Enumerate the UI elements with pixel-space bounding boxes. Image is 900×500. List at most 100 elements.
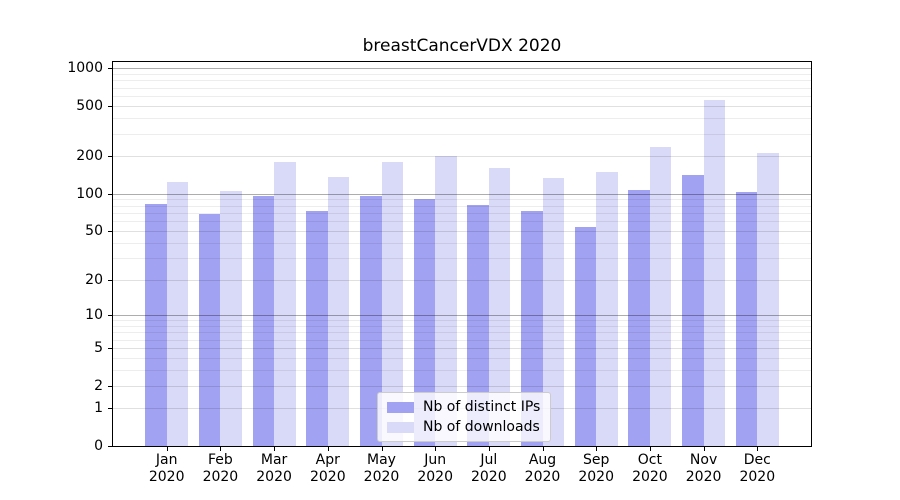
x-tick-mark [166,447,168,451]
gridline-y-800 [113,80,811,82]
legend-label-downloads: Nb of downloads [423,419,540,435]
y-tick-label: 20 [85,271,103,288]
x-tick-label-feb: Feb 2020 [202,452,239,485]
gridline-y-50 [113,231,811,232]
y-tick-mark [108,279,112,281]
y-tick-label: 5 [94,340,103,356]
x-tick-label-jan: Jan 2020 [148,452,185,485]
x-tick-label-jun: Jun 2020 [417,452,453,485]
bar-downloads-jul [488,168,511,446]
plot-area [113,62,811,446]
bar-distinct-ips-aug [521,210,543,446]
x-tick-mark [220,447,222,451]
bar-downloads-oct [649,147,672,446]
x-tick-label-jul: Jul 2020 [470,452,507,485]
gridline-y-70 [113,212,811,214]
chart-title: breastCancerVDX 2020 [362,36,562,56]
bar-distinct-ips-jul [467,205,489,446]
bar-downloads-sep [596,171,618,446]
bar-downloads-dec [757,152,779,446]
x-tick-label-nov: Nov 2020 [685,452,722,485]
x-tick-label-aug: Aug 2020 [524,452,561,485]
gridline-y-100 [113,193,811,195]
gridline-y-200 [113,156,811,157]
x-tick-mark [757,447,759,451]
gridline-y-20 [113,279,811,281]
bar-distinct-ips-apr [306,210,328,446]
gridline-y-900 [113,74,811,75]
gridline-y-90 [113,199,811,201]
x-tick-mark [435,447,437,451]
bar-distinct-ips-sep [574,226,597,446]
legend-label-distinct-ips: Nb of distinct IPs [423,399,541,415]
y-tick-label: 100 [76,185,103,202]
x-tick-mark [596,447,598,451]
x-tick-mark [274,447,276,451]
y-tick-mark [108,106,112,108]
gridline-y-300 [113,133,811,135]
bar-downloads-aug [542,177,564,446]
bar-distinct-ips-may [360,196,382,446]
y-tick-mark [108,408,112,410]
legend-swatch-downloads [387,421,414,433]
bar-distinct-ips-jun [413,199,436,446]
gridline-y-8 [113,325,811,327]
x-tick-mark [703,447,705,451]
gridline-y-500 [113,106,811,108]
gridline-y-9 [113,320,811,322]
x-tick-mark [649,447,651,451]
x-tick-label-sep: Sep 2020 [578,452,614,485]
gridline-y-5 [113,348,811,349]
bar-downloads-mar [274,162,296,446]
y-tick-mark [108,314,112,316]
y-tick-mark [108,348,112,349]
gridline-y-3 [113,370,811,372]
gridline-y-10 [113,314,811,316]
x-tick-label-dec: Dec 2020 [739,452,776,485]
x-tick-label-mar: Mar 2020 [256,452,292,485]
gridline-y-2 [113,385,811,387]
x-tick-mark [327,447,329,451]
y-tick-label: 50 [85,223,103,239]
gridline-y-600 [113,96,811,98]
bar-downloads-jan [166,182,189,446]
gridline-y-4 [113,358,811,359]
gridline-y-700 [113,87,811,89]
x-tick-label-apr: Apr 2020 [309,452,346,485]
bar-distinct-ips-mar [252,196,275,446]
gridline-y-40 [113,242,811,244]
legend-entry-downloads: Nb of downloads [378,417,550,437]
gridline-y-400 [113,118,811,120]
bar-downloads-feb [220,191,242,446]
bar-distinct-ips-nov [682,174,704,446]
gridline-y-30 [113,258,811,260]
y-tick-mark [108,231,112,232]
y-tick-label: 1 [94,400,103,417]
y-tick-label: 0 [94,438,103,454]
y-tick-label: 200 [76,148,103,164]
gridline-y-80 [113,205,811,207]
legend-entry-distinct-ips: Nb of distinct IPs [378,397,550,417]
x-tick-mark [542,447,544,451]
y-tick-label: 10 [85,306,103,323]
legend: Nb of distinct IPs Nb of downloads [377,392,551,442]
y-tick-mark [108,193,112,195]
bar-downloads-nov [703,100,726,446]
y-tick-label: 500 [76,98,103,115]
legend-swatch-distinct-ips [387,401,414,413]
bar-downloads-apr [327,176,350,446]
bar-downloads-jun [435,156,457,446]
gridline-y-6 [113,339,811,341]
x-tick-label-may: May 2020 [363,452,400,485]
bar-distinct-ips-jan [145,204,167,446]
y-tick-label: 2 [94,377,103,394]
bar-distinct-ips-oct [628,190,650,446]
gridline-y-1000 [113,68,811,70]
x-tick-mark [488,447,490,451]
y-tick-mark [108,156,112,157]
gridline-y-7 [113,332,811,334]
y-tick-label: 1000 [67,60,103,77]
x-tick-mark [381,447,383,451]
y-tick-mark [108,385,112,387]
